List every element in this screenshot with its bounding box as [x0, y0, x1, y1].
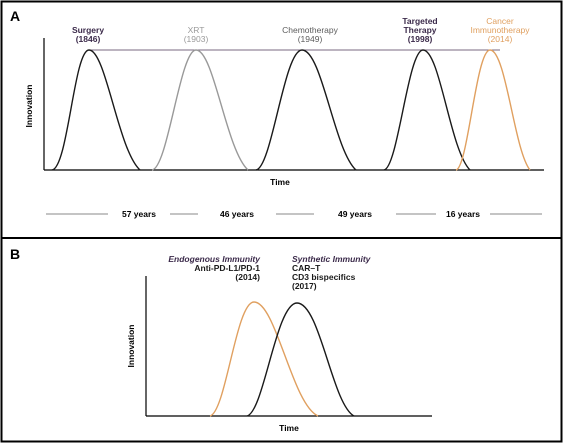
endogenous-drug: Anti-PD-L1/PD-1	[194, 263, 260, 273]
synthetic-immunity-curve	[246, 302, 355, 417]
immunotherapy-label: Cancer Immunotherapy (2014)	[470, 16, 530, 44]
chemotherapy-year: (1949)	[298, 34, 323, 44]
synthetic-year: (2017)	[292, 281, 317, 291]
targeted-therapy-name-2: Therapy	[403, 25, 436, 35]
targeted-therapy-name-1: Targeted	[402, 16, 437, 26]
xrt-curve	[151, 49, 249, 171]
immunotherapy-name-1: Cancer	[486, 16, 514, 26]
xrt-label: XRT (1903)	[184, 25, 209, 44]
targeted-therapy-year: (1998)	[408, 34, 433, 44]
surgery-year: (1846)	[76, 34, 101, 44]
panel-a-y-label: Innovation	[24, 85, 34, 128]
interval-label-4: 16 years	[446, 209, 480, 219]
panel-b-y-label: Innovation	[126, 325, 136, 368]
targeted-therapy-label: Targeted Therapy (1998)	[402, 16, 437, 44]
endogenous-immunity-curve	[209, 301, 319, 417]
chemotherapy-curve	[255, 49, 357, 171]
immunotherapy-name-2: Immunotherapy	[470, 25, 530, 35]
panel-a-x-label: Time	[270, 177, 290, 187]
immunotherapy-curve	[455, 49, 531, 171]
synthetic-immunity-label: Synthetic Immunity CAR–T CD3 bispecifics…	[292, 254, 372, 291]
interval-label-3: 49 years	[338, 209, 372, 219]
chemotherapy-label: Chemotherapy (1949)	[282, 25, 339, 44]
surgery-curve	[51, 49, 141, 171]
xrt-name: XRT	[188, 25, 205, 35]
interval-label-1: 57 years	[122, 209, 156, 219]
synthetic-title: Synthetic Immunity	[292, 254, 372, 264]
synthetic-bispecifics: CD3 bispecifics	[292, 272, 356, 282]
surgery-name: Surgery	[72, 25, 104, 35]
chemotherapy-name: Chemotherapy	[282, 25, 339, 35]
panel-b-x-label: Time	[279, 423, 299, 433]
synthetic-car-t: CAR–T	[292, 263, 321, 273]
interval-timeline: 57 years 46 years 49 years 16 years	[46, 209, 542, 219]
panel-b-letter: B	[10, 246, 20, 262]
endogenous-title: Endogenous Immunity	[168, 254, 261, 264]
interval-label-2: 46 years	[220, 209, 254, 219]
endogenous-year: (2014)	[235, 272, 260, 282]
immunotherapy-year: (2014)	[488, 34, 513, 44]
panel-a-letter: A	[10, 8, 20, 24]
surgery-label: Surgery (1846)	[72, 25, 104, 44]
targeted-therapy-curve	[383, 49, 471, 171]
xrt-year: (1903)	[184, 34, 209, 44]
endogenous-immunity-label: Endogenous Immunity Anti-PD-L1/PD-1 (201…	[168, 254, 261, 282]
